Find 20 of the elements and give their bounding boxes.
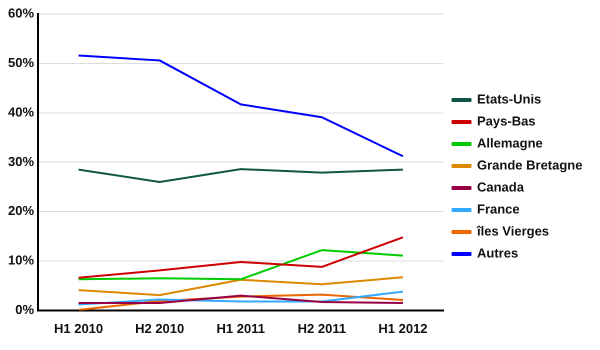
- legend-label: Allemagne: [477, 136, 543, 151]
- x-tick-label: H2 2010: [135, 320, 184, 336]
- y-tick-label: 20%: [8, 203, 34, 218]
- y-tick-label: 40%: [8, 104, 34, 120]
- legend-label: îles Vierges: [476, 224, 550, 239]
- legend-label: Grande Bretagne: [477, 158, 582, 173]
- y-tick-label: 60%: [8, 6, 34, 21]
- y-tick-label: 50%: [8, 54, 34, 70]
- legend-label: Etats-Unis: [477, 92, 542, 107]
- x-tick-label: H1 2011: [216, 320, 265, 336]
- y-tick-label: 30%: [8, 154, 34, 169]
- x-tick-label: H1 2012: [378, 320, 428, 336]
- legend-label: Canada: [477, 180, 525, 195]
- legend-label: France: [477, 202, 520, 217]
- x-tick-label: H2 2011: [298, 320, 346, 336]
- x-tick-label: H1 2010: [54, 320, 104, 336]
- legend-label: Autres: [477, 246, 518, 261]
- y-tick-label: 0%: [15, 302, 34, 317]
- legend-label: Pays-Bas: [477, 114, 536, 129]
- y-tick-label: 10%: [8, 252, 34, 268]
